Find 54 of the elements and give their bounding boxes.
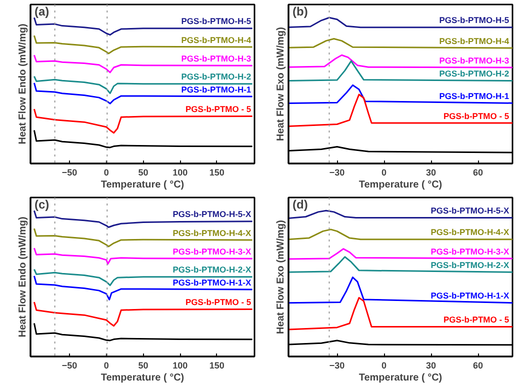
y-axis-title: Heat Flow Exo (mW/mg): [276, 220, 286, 334]
y-axis-title: Heat Flow Endo (mW/mg): [18, 24, 28, 144]
x-tick-label: 50: [138, 168, 148, 178]
x-axis-title: Temperature ( °C): [358, 372, 442, 384]
y-axis-title: Heat Flow Endo (mW/mg): [18, 216, 28, 338]
x-tick-label: 0: [382, 360, 387, 370]
series-label: PGS-b-PTMO-H-4-X: [430, 227, 510, 238]
x-axis-title: Temperature ( °C): [100, 180, 184, 190]
x-tick-label: 0: [382, 168, 387, 178]
x-tick-label: 150: [209, 168, 224, 178]
series-label: PGS-b-PTMO-H-5: [439, 15, 510, 26]
x-tick-label: 150: [209, 360, 224, 370]
series-label: PGS-b-PTMO-H-2-X: [430, 260, 510, 270]
x-tick-label: 100: [172, 168, 188, 178]
x-tick-label: −50: [62, 360, 78, 370]
series-label: PGS-b-PTMO - 5: [444, 110, 510, 121]
x-tick-label: 50: [138, 360, 148, 370]
series-label: PGS-b-PTMO-H-2: [439, 68, 510, 79]
series-label: PGS-b-PTMO-H-5-X: [172, 209, 252, 220]
series-label: PGS-b-PTMO-H-2-X: [172, 264, 252, 275]
series-label: PGS-b-PTMO-H-1-X: [172, 277, 252, 288]
x-tick-label: 60: [473, 360, 484, 370]
series-label: PGS-b-PTMO-H-5-X: [430, 206, 510, 216]
x-tick-label: 30: [426, 168, 436, 178]
chart-title: (b): [292, 4, 308, 18]
x-tick-label: 0: [104, 360, 109, 370]
chart-title: (c): [34, 198, 50, 212]
x-tick-label: 30: [426, 360, 436, 370]
series-label: PGS-b-PTMO-H-5: [181, 16, 252, 26]
series-label: PGS-b-PTMO-H-1: [439, 90, 510, 101]
series-label: PGS-b-PTMO-H-4: [439, 36, 510, 46]
chart-title: (a): [34, 4, 50, 18]
x-tick-label: −30: [329, 360, 345, 370]
series-label: PGS-b-PTMO-H-3: [181, 53, 252, 64]
series-label: PGS-b-PTMO-H-2: [181, 72, 252, 82]
series-label: PGS-b-PTMO - 5: [444, 314, 510, 325]
series-label: PGS-b-PTMO-H-3-X: [172, 246, 252, 256]
x-tick-label: 100: [172, 360, 188, 370]
x-tick-label: 60: [473, 168, 484, 178]
series-label: PGS-b-PTMO-H-1-X: [430, 290, 510, 301]
x-axis-title: Temperature ( °C): [358, 180, 442, 190]
chart-title: (d): [292, 198, 308, 212]
series-label: PGS-b-PTMO-H-1: [181, 84, 252, 94]
series-label: PGS-b-PTMO-H-3-X: [430, 246, 510, 256]
x-tick-label: −50: [62, 168, 78, 178]
series-label: PGS-b-PTMO-H-4: [181, 34, 252, 45]
series-label: PGS-b-PTMO - 5: [186, 297, 252, 308]
x-axis-title: Temperature ( °C): [100, 372, 184, 384]
series-label: PGS-b-PTMO-H-4-X: [172, 228, 252, 238]
x-tick-label: −30: [329, 168, 345, 178]
y-axis-title: Heat Flow Exo (mW/mg): [276, 27, 286, 141]
series-label: PGS-b-PTMO - 5: [186, 104, 252, 114]
series-label: PGS-b-PTMO-H-3: [439, 55, 510, 66]
x-tick-label: 0: [104, 168, 109, 178]
